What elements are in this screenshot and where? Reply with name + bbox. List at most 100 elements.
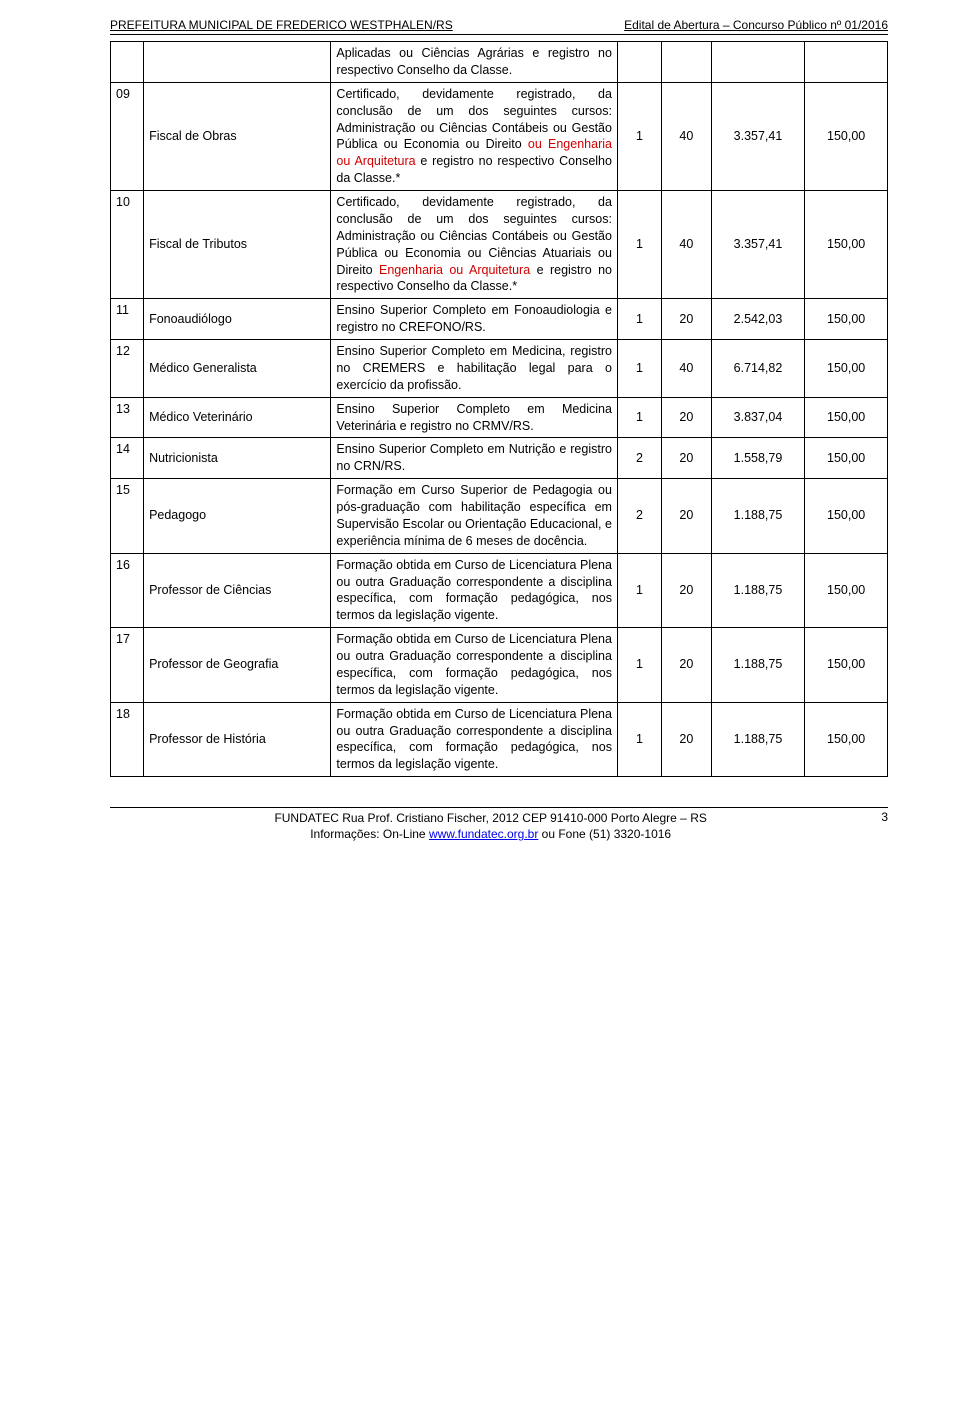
row-role: Médico Veterinário [144,397,331,438]
desc-text: Ensino Superior Completo em Medicina, re… [336,344,612,392]
row-num: 14 [111,438,144,479]
row-col-1: 1 [617,82,661,190]
positions-table: Aplicadas ou Ciências Agrárias e registr… [110,41,888,777]
row-num: 09 [111,82,144,190]
footer-line1: FUNDATEC Rua Prof. Cristiano Fischer, 20… [274,811,706,825]
table-row: 13Médico VeterinárioEnsino Superior Comp… [111,397,888,438]
table-row: 14NutricionistaEnsino Superior Completo … [111,438,888,479]
desc-red-text: Engenharia ou Arquitetura [379,263,530,277]
table-row: 10Fiscal de TributosCertificado, devidam… [111,191,888,299]
desc-text: Aplicadas ou Ciências Agrárias e registr… [336,46,612,77]
row-col-4: 150,00 [805,702,888,777]
row-role: Professor de Ciências [144,553,331,628]
row-col-1: 1 [617,397,661,438]
row-col-4: 150,00 [805,628,888,703]
row-role: Fonoaudiólogo [144,299,331,340]
row-num: 12 [111,340,144,398]
row-description: Aplicadas ou Ciências Agrárias e registr… [331,42,618,83]
row-num: 13 [111,397,144,438]
row-col-2: 40 [662,82,712,190]
footer-text: FUNDATEC Rua Prof. Cristiano Fischer, 20… [110,810,871,842]
row-num: 16 [111,553,144,628]
row-col-4: 150,00 [805,299,888,340]
row-num: 10 [111,191,144,299]
page-number: 3 [871,810,888,824]
row-col-2: 40 [662,340,712,398]
table-row: 16Professor de CiênciasFormação obtida e… [111,553,888,628]
row-col-4: 150,00 [805,191,888,299]
row-col-3: 3.357,41 [711,191,805,299]
row-description: Ensino Superior Completo em Medicina Vet… [331,397,618,438]
footer-line2-prefix: Informações: On-Line [310,827,429,841]
row-col-1: 2 [617,479,661,554]
footer-line2-suffix: ou Fone (51) 3320-1016 [538,827,671,841]
row-col-1: 1 [617,340,661,398]
row-col-4 [805,42,888,83]
row-col-4: 150,00 [805,82,888,190]
row-col-2: 40 [662,191,712,299]
row-description: Ensino Superior Completo em Medicina, re… [331,340,618,398]
row-col-2 [662,42,712,83]
row-col-4: 150,00 [805,479,888,554]
row-description: Formação em Curso Superior de Pedagogia … [331,479,618,554]
desc-text: Ensino Superior Completo em Nutrição e r… [336,442,612,473]
row-role: Pedagogo [144,479,331,554]
row-col-1: 1 [617,299,661,340]
row-col-2: 20 [662,299,712,340]
row-col-2: 20 [662,553,712,628]
table-row: Aplicadas ou Ciências Agrárias e registr… [111,42,888,83]
row-col-3: 1.188,75 [711,702,805,777]
desc-text: Formação obtida em Curso de Licenciatura… [336,707,612,772]
row-role: Fiscal de Tributos [144,191,331,299]
row-role [144,42,331,83]
row-description: Certificado, devidamente registrado, da … [331,82,618,190]
table-row: 09Fiscal de ObrasCertificado, devidament… [111,82,888,190]
row-col-3: 2.542,03 [711,299,805,340]
footer-link[interactable]: www.fundatec.org.br [429,827,538,841]
row-col-3: 1.188,75 [711,479,805,554]
row-role: Nutricionista [144,438,331,479]
desc-text: Formação obtida em Curso de Licenciatura… [336,632,612,697]
row-description: Formação obtida em Curso de Licenciatura… [331,553,618,628]
row-col-4: 150,00 [805,553,888,628]
page-header: PREFEITURA MUNICIPAL DE FREDERICO WESTPH… [110,18,888,35]
row-role: Médico Generalista [144,340,331,398]
row-col-4: 150,00 [805,340,888,398]
row-description: Certificado, devidamente registrado, da … [331,191,618,299]
page-footer: FUNDATEC Rua Prof. Cristiano Fischer, 20… [110,807,888,842]
row-role: Fiscal de Obras [144,82,331,190]
table-row: 17Professor de GeografiaFormação obtida … [111,628,888,703]
row-num: 15 [111,479,144,554]
row-num [111,42,144,83]
row-role: Professor de Geografia [144,628,331,703]
row-col-1: 1 [617,191,661,299]
row-description: Formação obtida em Curso de Licenciatura… [331,702,618,777]
row-col-2: 20 [662,628,712,703]
row-num: 18 [111,702,144,777]
row-col-1: 1 [617,628,661,703]
row-col-2: 20 [662,397,712,438]
row-col-1: 1 [617,553,661,628]
table-row: 15PedagogoFormação em Curso Superior de … [111,479,888,554]
row-col-3: 1.188,75 [711,553,805,628]
row-description: Ensino Superior Completo em Fonoaudiolog… [331,299,618,340]
row-description: Formação obtida em Curso de Licenciatura… [331,628,618,703]
row-num: 11 [111,299,144,340]
row-description: Ensino Superior Completo em Nutrição e r… [331,438,618,479]
row-col-3: 3.357,41 [711,82,805,190]
desc-text: Formação obtida em Curso de Licenciatura… [336,558,612,623]
row-col-2: 20 [662,702,712,777]
row-col-1 [617,42,661,83]
row-col-1: 1 [617,702,661,777]
row-col-3: 6.714,82 [711,340,805,398]
table-row: 18Professor de HistóriaFormação obtida e… [111,702,888,777]
row-role: Professor de História [144,702,331,777]
table-row: 11FonoaudiólogoEnsino Superior Completo … [111,299,888,340]
desc-text: Formação em Curso Superior de Pedagogia … [336,483,612,548]
desc-text: Ensino Superior Completo em Medicina Vet… [336,402,612,433]
row-num: 17 [111,628,144,703]
row-col-4: 150,00 [805,438,888,479]
row-col-3: 1.188,75 [711,628,805,703]
row-col-1: 2 [617,438,661,479]
row-col-2: 20 [662,479,712,554]
